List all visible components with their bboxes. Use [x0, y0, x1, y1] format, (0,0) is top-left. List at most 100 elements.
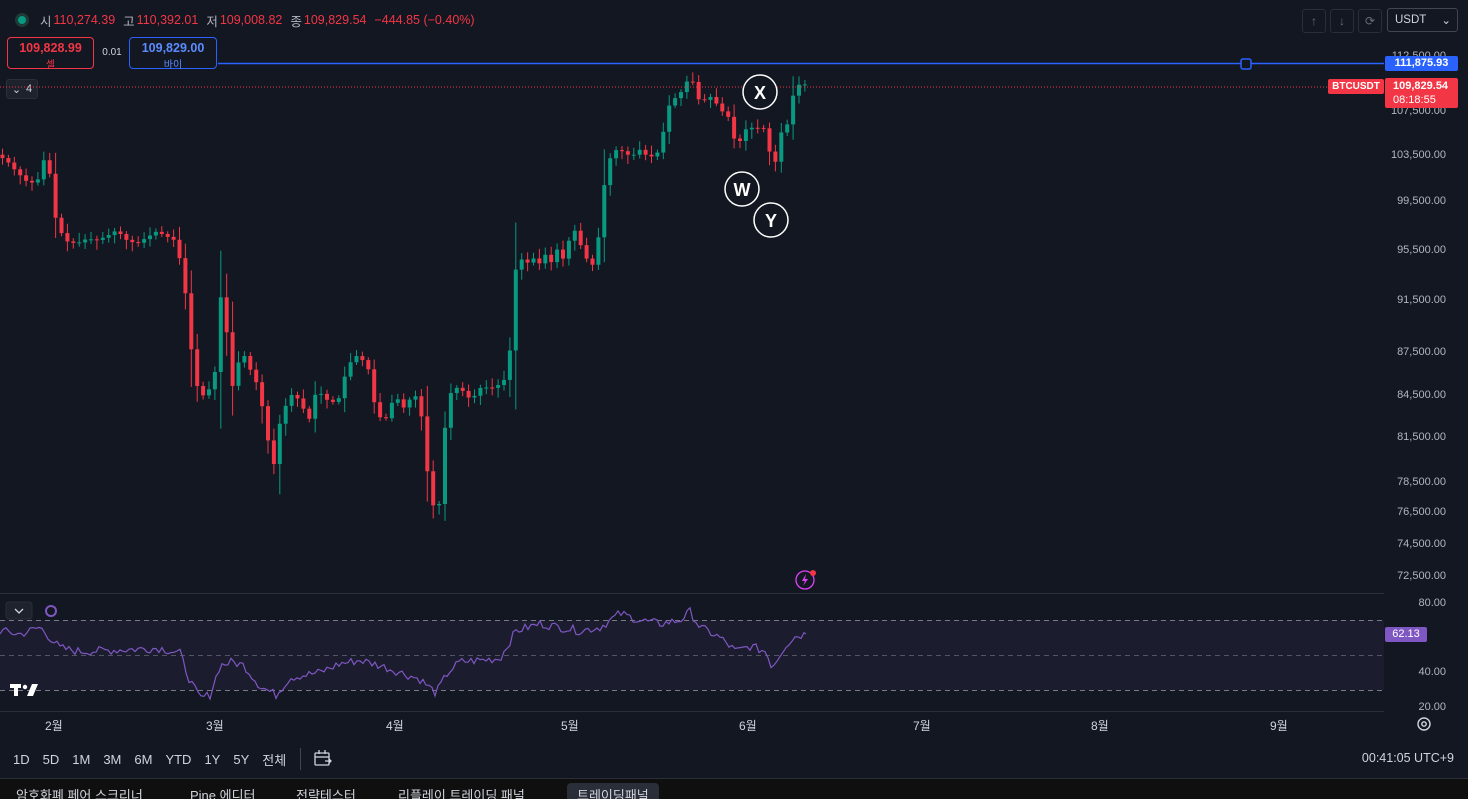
close-label: 종 — [290, 14, 302, 29]
rsi-collapse-button[interactable] — [5, 601, 33, 620]
tab-crypto-screener[interactable]: 암호화폐 페어 스크리너 — [16, 788, 143, 799]
candle-body — [767, 128, 772, 152]
sell-button[interactable]: 109,828.99 셀 — [7, 37, 94, 71]
candle-body — [543, 254, 548, 264]
candle-body — [183, 258, 188, 294]
candle-body — [325, 393, 329, 400]
candle-body — [437, 503, 442, 506]
candle-body — [342, 376, 347, 399]
candle-body — [59, 217, 64, 234]
candle-body — [655, 152, 660, 157]
reset-icon[interactable]: ⟳ — [1358, 9, 1382, 33]
candle-body — [12, 162, 17, 170]
candle-body — [283, 405, 288, 424]
last-price-value: 109,829.54 — [1393, 80, 1449, 92]
candle-body — [266, 406, 270, 441]
candle-body — [195, 349, 200, 386]
price-axis-label: 99,500.00 — [1397, 195, 1446, 207]
wave-label-y[interactable]: Y — [753, 202, 789, 238]
candle-body — [791, 95, 796, 125]
date-range-calendar-icon[interactable] — [313, 749, 333, 770]
candle-body — [708, 96, 713, 100]
arrow-down-icon[interactable]: ↓ — [1330, 9, 1354, 33]
rsi-line — [0, 606, 807, 701]
hline-price-tag: 111,875.93 — [1385, 56, 1458, 71]
candle-body — [395, 399, 400, 403]
tab-replay-trading[interactable]: 리플레이 트레이딩 패널 — [398, 788, 525, 799]
candles-group — [0, 72, 807, 521]
currency-value: USDT — [1395, 14, 1427, 26]
rsi-value-tag: 62.13 — [1385, 627, 1427, 642]
rsi-source-icon[interactable] — [45, 605, 57, 617]
candle-body — [218, 297, 223, 372]
candle-body — [608, 158, 613, 186]
candle-body — [94, 239, 99, 241]
candle-body — [454, 387, 459, 394]
candle-body — [307, 408, 312, 419]
candle-body — [177, 239, 182, 259]
time-axis-label: 6월 — [739, 719, 757, 733]
range-6m[interactable]: 6M — [134, 751, 153, 767]
range-5y[interactable]: 5Y — [233, 751, 250, 767]
open-label: 시 — [40, 14, 52, 29]
range-5d[interactable]: 5D — [42, 751, 60, 767]
price-axis-label: 107,500.00 — [1390, 105, 1446, 117]
close-value: 109,829.54 — [303, 13, 367, 27]
wave-label-x[interactable]: X — [742, 74, 778, 110]
candle-body — [295, 394, 300, 399]
change-value: −444.85 (−0.40%) — [374, 13, 475, 27]
wave-label-y-text: Y — [765, 211, 777, 231]
candle-body — [537, 258, 542, 264]
candle-body — [720, 103, 725, 112]
tab-strategy-tester[interactable]: 전략테스터 — [296, 788, 356, 799]
price-axis-label: 103,500.00 — [1390, 149, 1446, 161]
wave-label-w[interactable]: W — [724, 171, 760, 207]
ohlc-legend: 시 110,274.39 고 110,392.01 저 109,008.82 종 109… — [0, 0, 1300, 40]
candle-body — [443, 427, 447, 504]
candle-body — [83, 239, 88, 243]
time-axis-label: 9월 — [1270, 719, 1288, 733]
settings-gear-icon[interactable] — [1416, 716, 1432, 732]
indicators-collapse-button[interactable]: ⌄ 4 — [6, 79, 38, 99]
tradingview-logo-icon — [10, 684, 38, 696]
bar-countdown: 08:18:55 — [1393, 94, 1436, 106]
tab-pine-editor[interactable]: Pine 에디터 — [190, 788, 256, 799]
candle-body — [673, 98, 678, 106]
candle-body — [743, 129, 748, 142]
candle-body — [65, 233, 70, 242]
time-axis-label: 8월 — [1091, 719, 1109, 733]
buy-button[interactable]: 109,829.00 바이 — [129, 37, 217, 71]
candle-body — [372, 369, 377, 403]
range-separator — [300, 748, 302, 770]
range-1d[interactable]: 1D — [13, 751, 30, 767]
arrow-up-icon[interactable]: ↑ — [1302, 9, 1326, 33]
candle-body — [614, 150, 619, 159]
range-1y[interactable]: 1Y — [204, 751, 221, 767]
currency-select[interactable]: USDT ⌄ — [1387, 8, 1458, 32]
candle-body — [118, 231, 123, 235]
spread-value: 0.01 — [102, 47, 122, 58]
timezone-clock[interactable]: 00:41:05 UTC+9 — [1361, 751, 1454, 765]
candle-body — [6, 158, 11, 163]
candle-body — [779, 132, 784, 162]
candle-body — [389, 402, 394, 419]
candle-body — [679, 92, 683, 99]
range-all[interactable]: 전체 — [262, 752, 287, 768]
candle-body — [478, 388, 483, 396]
tab-trading-panel[interactable]: 트레이딩패널 — [567, 783, 659, 799]
wave-label-w-text: W — [734, 180, 751, 200]
range-1m[interactable]: 1M — [72, 751, 91, 767]
candle-body — [602, 185, 607, 238]
candle-body — [431, 471, 436, 506]
candle-body — [466, 390, 471, 398]
candle-body — [561, 249, 565, 259]
candle-body — [502, 379, 506, 386]
horizontal-line-handle[interactable] — [1240, 58, 1252, 70]
candle-body — [348, 362, 353, 377]
range-ytd[interactable]: YTD — [165, 751, 192, 767]
lightning-alert-icon[interactable] — [795, 570, 816, 590]
price-chart[interactable]: X W Y — [0, 0, 1384, 740]
range-3m[interactable]: 3M — [103, 751, 122, 767]
candle-body — [761, 127, 766, 129]
candle-body — [684, 81, 689, 93]
